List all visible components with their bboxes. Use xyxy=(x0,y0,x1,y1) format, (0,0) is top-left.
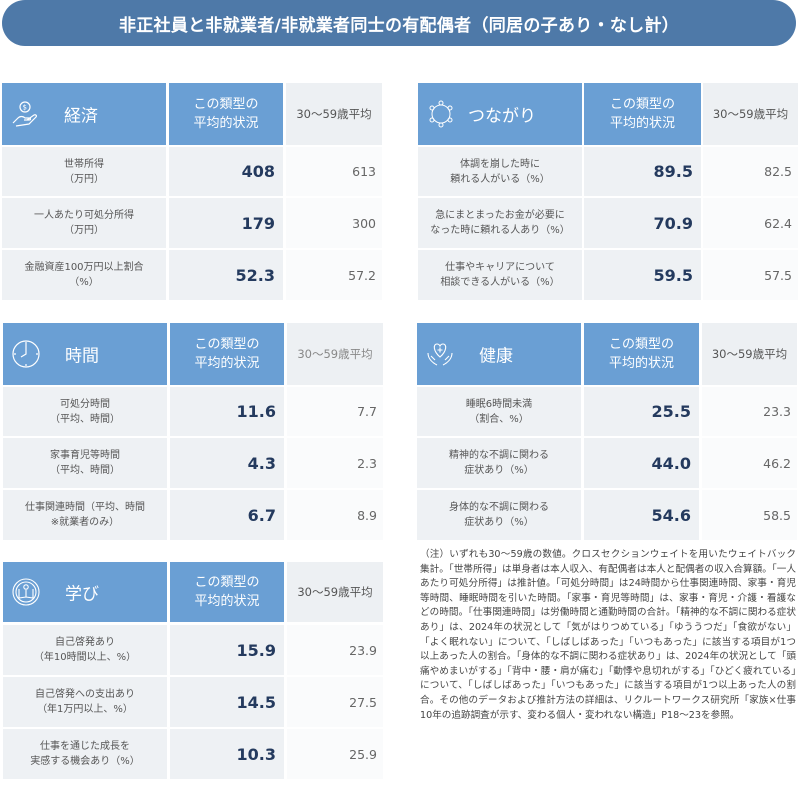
row-avg: 7.7 xyxy=(287,387,383,436)
money-hand-icon: $ xyxy=(12,101,37,127)
panel-connection: つながり この類型の 平均的状況 30〜59歳平均 体調を崩した時に 頼れる人がいる… xyxy=(418,83,798,300)
category-header-connection: つながり xyxy=(418,83,582,145)
row-label: 家事育児等時間 （平均、時間） xyxy=(3,438,167,488)
row-avg: 613 xyxy=(286,147,382,196)
row-value: 6.7 xyxy=(170,490,284,540)
row-avg: 58.5 xyxy=(702,490,797,540)
row-value: 11.6 xyxy=(170,387,284,436)
row-label: 仕事を通じた成長を 実感する機会あり（%） xyxy=(3,729,167,779)
row-value: 25.5 xyxy=(584,387,699,436)
row-label: 自己啓発への支出あり （年1万円以上、%） xyxy=(3,677,167,727)
footnote-text: （注）いずれも30〜59歳の数値。クロスセクションウェイトを用いたウェイトバック… xyxy=(420,549,796,721)
row-value: 10.3 xyxy=(170,729,284,779)
panel-health: 健康 この類型の 平均的状況 30〜59歳平均 睡眠6時間未満 （割合、%） 25.… xyxy=(417,323,797,540)
row-value: 408 xyxy=(169,147,283,196)
row-label: 身体的な不調に関わる 症状あり（%） xyxy=(417,490,581,540)
category-header-health: 健康 xyxy=(417,323,581,385)
row-label: 体調を崩した時に 頼れる人がいる（%） xyxy=(418,147,582,196)
column-header-type-status: この類型の 平均的状況 xyxy=(170,323,284,385)
column-header-age-avg: 30〜59歳平均 xyxy=(287,323,383,385)
row-value: 44.0 xyxy=(584,438,699,488)
row-avg: 57.2 xyxy=(286,250,382,300)
category-name: 経済 xyxy=(64,106,98,127)
category-name: 健康 xyxy=(479,346,513,367)
row-label: 仕事関連時間（平均、時間 ※就業者のみ） xyxy=(3,490,167,540)
column-header-type-status: この類型の 平均的状況 xyxy=(169,83,283,145)
row-value: 54.6 xyxy=(584,490,699,540)
row-value: 14.5 xyxy=(170,677,284,727)
row-avg: 300 xyxy=(286,198,382,248)
row-label: 金融資産100万円以上割合 （%） xyxy=(2,250,166,300)
column-header-type-status: この類型の 平均的状況 xyxy=(584,323,699,385)
row-avg: 27.5 xyxy=(287,677,383,727)
row-avg: 2.3 xyxy=(287,438,383,488)
row-value: 59.5 xyxy=(584,250,701,300)
category-name: 学び xyxy=(65,584,99,605)
row-value: 52.3 xyxy=(169,250,283,300)
row-avg: 57.5 xyxy=(703,250,798,300)
row-label: 自己啓発あり （年10時間以上、%） xyxy=(3,625,167,675)
row-label: 精神的な不調に関わる 症状あり（%） xyxy=(417,438,581,488)
row-value: 70.9 xyxy=(584,198,701,248)
row-avg: 62.4 xyxy=(703,198,798,248)
row-label: 一人あたり可処分所得 （万円） xyxy=(2,198,166,248)
column-header-type-status: この類型の 平均的状況 xyxy=(584,83,701,145)
book-lightbulb-icon xyxy=(12,578,40,606)
row-label: 急にまとまったお金が必要に なった時に頼れる人あり（%） xyxy=(418,198,582,248)
row-avg: 23.9 xyxy=(287,625,383,675)
column-header-age-avg: 30〜59歳平均 xyxy=(702,323,797,385)
row-label: 睡眠6時間未満 （割合、%） xyxy=(417,387,581,436)
row-value: 4.3 xyxy=(170,438,284,488)
row-avg: 25.9 xyxy=(287,729,383,779)
column-header-age-avg: 30〜59歳平均 xyxy=(287,562,383,622)
column-header-age-avg: 30〜59歳平均 xyxy=(286,83,382,145)
row-value: 15.9 xyxy=(170,625,284,675)
svg-text:$: $ xyxy=(23,104,27,112)
panel-economy: $ 経済 この類型の 平均的状況 30〜59歳平均 世帯所得 （万円） 408 61… xyxy=(2,83,382,300)
row-label: 世帯所得 （万円） xyxy=(2,147,166,196)
row-value: 89.5 xyxy=(584,147,701,196)
row-label: 仕事やキャリアについて 相談できる人がいる（%） xyxy=(418,250,582,300)
row-avg: 23.3 xyxy=(702,387,797,436)
panel-learning: 学び この類型の 平均的状況 30〜59歳平均 自己啓発あり （年10時間以上、%）… xyxy=(3,562,383,781)
people-circle-icon xyxy=(429,100,453,128)
row-avg: 82.5 xyxy=(703,147,798,196)
category-name: つながり xyxy=(468,106,536,127)
heart-hands-icon xyxy=(427,343,453,366)
category-header-time: 時間 xyxy=(3,323,167,385)
category-header-economy: $ 経済 xyxy=(2,83,166,145)
row-avg: 8.9 xyxy=(287,490,383,540)
column-header-age-avg: 30〜59歳平均 xyxy=(703,83,798,145)
row-label: 可処分時間 （平均、時間） xyxy=(3,387,167,436)
panel-time: 時間 この類型の 平均的状況 30〜59歳平均 可処分時間 （平均、時間） 11.6… xyxy=(3,323,383,540)
category-header-learning: 学び xyxy=(3,562,167,622)
row-avg: 46.2 xyxy=(702,438,797,488)
clock-icon xyxy=(12,340,40,368)
category-name: 時間 xyxy=(65,346,99,367)
page-title: 非正社員と非就業者/非就業者同士の有配偶者（同居の子あり・なし計） xyxy=(2,0,796,46)
column-header-type-status: この類型の 平均的状況 xyxy=(170,562,284,622)
row-value: 179 xyxy=(169,198,283,248)
